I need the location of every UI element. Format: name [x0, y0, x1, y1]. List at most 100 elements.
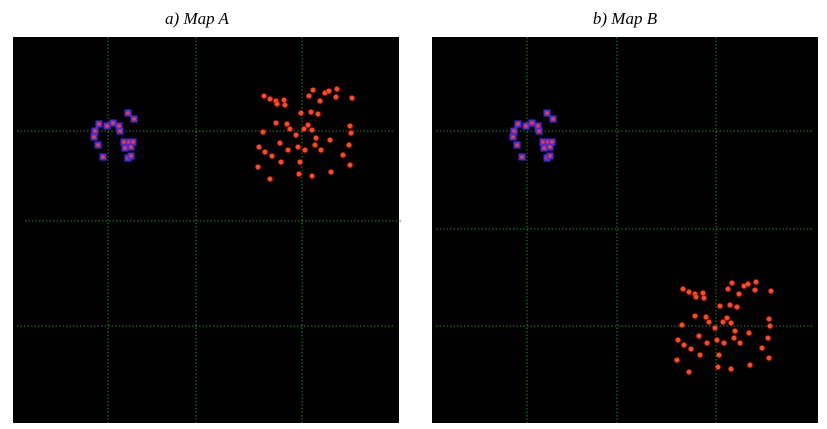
map-point — [674, 357, 680, 363]
map-point — [308, 109, 314, 115]
landmark-center — [541, 140, 545, 144]
map-point — [725, 286, 731, 292]
map-point — [282, 102, 288, 108]
map-point — [728, 366, 734, 372]
map-point — [732, 328, 738, 334]
map-point — [720, 319, 726, 325]
landmark-center — [520, 155, 524, 159]
map-point — [704, 340, 710, 346]
map-point — [715, 364, 721, 370]
map-point — [746, 330, 752, 336]
map-point — [712, 325, 718, 331]
landmark-center — [126, 111, 130, 115]
map-point — [745, 281, 751, 287]
map-point — [716, 352, 722, 358]
map-point — [305, 122, 311, 128]
map-point — [317, 98, 323, 104]
map-point — [298, 110, 304, 116]
map-point — [721, 340, 727, 346]
landmark-center — [131, 140, 135, 144]
landmark-center — [92, 135, 96, 139]
map-point — [724, 315, 730, 321]
map-point — [681, 342, 687, 348]
map-point — [309, 127, 315, 133]
landmark-center — [122, 140, 126, 144]
landmark-center — [550, 140, 554, 144]
landmark-center — [542, 146, 546, 150]
landmark-center — [548, 154, 552, 158]
map-point — [734, 304, 740, 310]
map-point — [701, 295, 707, 301]
map-point — [287, 126, 293, 132]
landmark-center — [537, 129, 541, 133]
map-point — [255, 164, 261, 170]
landmark-center — [511, 135, 515, 139]
map-point — [256, 144, 262, 150]
landmark-center — [101, 155, 105, 159]
map-point — [269, 153, 275, 159]
map-point — [714, 337, 720, 343]
map-point — [281, 97, 287, 103]
map-point — [753, 279, 759, 285]
map-point — [686, 369, 692, 375]
map-b — [432, 37, 818, 423]
map-point — [267, 96, 273, 102]
landmark-center — [97, 122, 101, 126]
map-point — [717, 303, 723, 309]
map-point — [262, 149, 268, 155]
map-point — [267, 176, 273, 182]
landmark-center — [548, 145, 552, 149]
map-point — [273, 120, 279, 126]
map-point — [296, 171, 302, 177]
map-point — [261, 93, 267, 99]
map-point — [297, 159, 303, 165]
map-point — [295, 144, 301, 150]
map-point — [680, 286, 686, 292]
map-point — [696, 333, 702, 339]
map-point — [731, 335, 737, 341]
landmark-center — [530, 121, 534, 125]
landmark-center — [117, 124, 121, 128]
panel-title: b) Map B — [593, 9, 658, 28]
landmark-center — [524, 124, 528, 128]
map-point — [306, 93, 312, 99]
map-point — [768, 288, 774, 294]
map-point — [700, 290, 706, 296]
map-point — [274, 101, 280, 107]
panel-title: a) Map A — [165, 9, 230, 28]
map-a — [13, 37, 399, 423]
map-point — [747, 362, 753, 368]
map-point — [260, 129, 266, 135]
landmark-center — [105, 124, 109, 128]
map-point — [278, 159, 284, 165]
landmark-center — [551, 117, 555, 121]
map-point — [333, 94, 339, 100]
map-point — [692, 313, 698, 319]
map-point — [346, 142, 352, 148]
map-point — [679, 322, 685, 328]
map-point — [729, 280, 735, 286]
map-point — [293, 132, 299, 138]
map-point — [349, 95, 355, 101]
map-point — [348, 130, 354, 136]
landmark-center — [118, 129, 122, 133]
map-point — [328, 169, 334, 175]
map-point — [767, 323, 773, 329]
landmark-center — [516, 122, 520, 126]
landmark-center — [132, 117, 136, 121]
map-point — [327, 137, 333, 143]
landmark-center — [512, 129, 516, 133]
map-point — [736, 291, 742, 297]
map-point — [728, 320, 734, 326]
map-point — [693, 294, 699, 300]
map-point — [334, 86, 340, 92]
map-point — [310, 87, 316, 93]
map-point — [706, 319, 712, 325]
map-point — [318, 147, 324, 153]
landmark-center — [545, 111, 549, 115]
map-point — [326, 88, 332, 94]
map-point — [737, 340, 743, 346]
landmark-center — [129, 145, 133, 149]
